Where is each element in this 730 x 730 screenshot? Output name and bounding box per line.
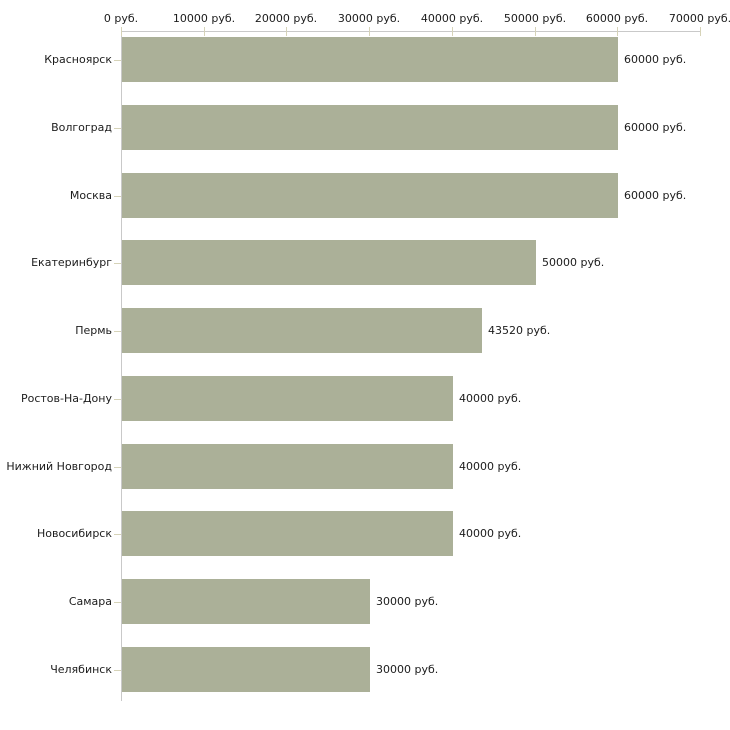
bar-value-label: 60000 руб. [624, 189, 687, 202]
category-label: Ростов-На-Дону [20, 392, 112, 405]
bar-value-label: 43520 руб. [488, 324, 551, 337]
x-axis-tick-mark [700, 27, 701, 36]
bar-value-label: 60000 руб. [624, 121, 687, 134]
x-axis-tick-label: 20000 руб. [254, 12, 318, 25]
bar-value-label: 30000 руб. [376, 595, 439, 608]
category-tick-mark [114, 60, 121, 61]
x-axis-tick-label: 0 руб. [103, 12, 139, 25]
x-axis-tick-mark [286, 27, 287, 36]
x-axis-tick-mark [535, 27, 536, 36]
bar [122, 105, 618, 150]
y-axis-line [121, 31, 122, 701]
category-tick-mark [114, 331, 121, 332]
x-axis-tick-mark [617, 27, 618, 36]
category-tick-mark [114, 399, 121, 400]
category-tick-mark [114, 467, 121, 468]
bar-value-label: 60000 руб. [624, 53, 687, 66]
category-label: Пермь [75, 324, 112, 337]
bar [122, 173, 618, 218]
category-tick-mark [114, 196, 121, 197]
bar [122, 240, 536, 285]
category-label: Красноярск [44, 53, 112, 66]
bar [122, 376, 453, 421]
bar-value-label: 40000 руб. [459, 460, 522, 473]
category-label: Москва [69, 189, 112, 202]
x-axis-tick-mark [369, 27, 370, 36]
x-axis-tick-mark [204, 27, 205, 36]
x-axis-tick-label: 30000 руб. [337, 12, 401, 25]
x-axis-tick-label: 40000 руб. [420, 12, 484, 25]
x-axis-tick-label: 70000 руб. [668, 12, 730, 25]
x-axis-tick-mark [452, 27, 453, 36]
x-axis-tick-label: 50000 руб. [503, 12, 567, 25]
x-axis-line [121, 31, 701, 32]
category-tick-mark [114, 263, 121, 264]
bar-value-label: 40000 руб. [459, 392, 522, 405]
category-label: Екатеринбург [31, 256, 112, 269]
x-axis-tick-label: 60000 руб. [585, 12, 649, 25]
bar-value-label: 30000 руб. [376, 663, 439, 676]
bar [122, 37, 618, 82]
category-tick-mark [114, 670, 121, 671]
bar-value-label: 50000 руб. [542, 256, 605, 269]
bar [122, 511, 453, 556]
category-label: Нижний Новгород [6, 460, 112, 473]
category-tick-mark [114, 128, 121, 129]
bar [122, 579, 370, 624]
category-tick-mark [114, 534, 121, 535]
category-label: Новосибирск [36, 527, 112, 540]
x-axis-tick-mark [121, 27, 122, 36]
bar [122, 444, 453, 489]
x-axis-tick-label: 10000 руб. [172, 12, 236, 25]
bar [122, 647, 370, 692]
category-label: Волгоград [51, 121, 112, 134]
category-tick-mark [114, 602, 121, 603]
category-label: Челябинск [50, 663, 112, 676]
category-label: Самара [68, 595, 112, 608]
bar [122, 308, 482, 353]
bar-value-label: 40000 руб. [459, 527, 522, 540]
